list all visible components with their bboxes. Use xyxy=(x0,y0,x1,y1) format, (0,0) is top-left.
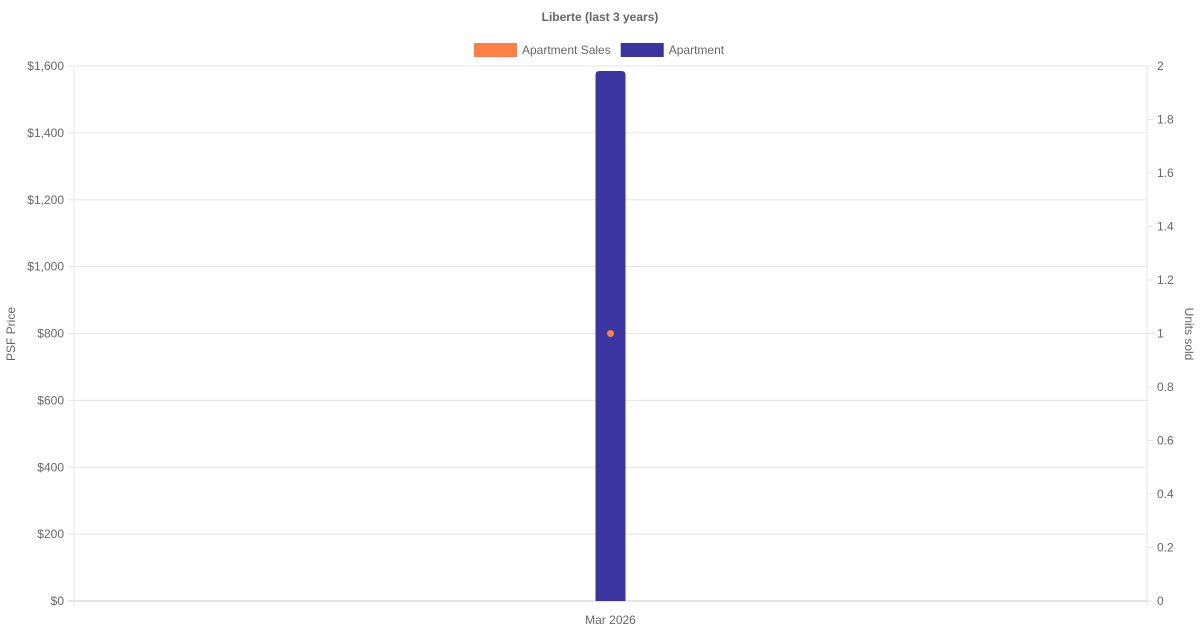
legend-swatch xyxy=(474,43,517,57)
legend-item[interactable]: Apartment Sales xyxy=(474,43,611,57)
y-right-tick: 1.6 xyxy=(1157,166,1174,180)
y-right-tick: 0.8 xyxy=(1157,380,1174,394)
line-point[interactable] xyxy=(607,330,614,337)
y-left-tick: $200 xyxy=(37,527,64,541)
legend: Apartment Sales Apartment xyxy=(474,43,725,57)
legend-label: Apartment xyxy=(669,43,725,57)
y-right-tick: 1.8 xyxy=(1157,113,1174,127)
legend-swatch xyxy=(620,43,664,57)
y-left-tick: $600 xyxy=(37,393,64,407)
y-right-label: Units sold xyxy=(1182,308,1196,361)
legend-item[interactable]: Apartment xyxy=(620,43,725,57)
y-right-tick: 0.2 xyxy=(1157,541,1174,555)
y-right-tick: 2 xyxy=(1157,59,1164,73)
y-left-tick: $1,600 xyxy=(27,59,64,73)
y-left-tick: $1,000 xyxy=(27,260,64,274)
y-left-tick: $1,400 xyxy=(27,126,64,140)
y-right-tick: 1.2 xyxy=(1157,273,1174,287)
y-left-label: PSF Price xyxy=(4,307,18,361)
y-right-tick: 0 xyxy=(1157,594,1164,608)
y-right-tick: 0.6 xyxy=(1157,434,1174,448)
chart-title: Liberte (last 3 years) xyxy=(542,10,659,24)
y-right-tick: 1 xyxy=(1157,327,1164,341)
x-tick: Mar 2026 xyxy=(585,613,636,627)
y-left-tick: $800 xyxy=(37,327,64,341)
y-right-tick: 1.4 xyxy=(1157,220,1174,234)
y-left-tick: $0 xyxy=(51,594,65,608)
y-left-tick: $400 xyxy=(37,460,64,474)
y-left-tick: $1,200 xyxy=(27,193,64,207)
legend-label: Apartment Sales xyxy=(522,43,611,57)
y-right-tick: 0.4 xyxy=(1157,487,1174,501)
